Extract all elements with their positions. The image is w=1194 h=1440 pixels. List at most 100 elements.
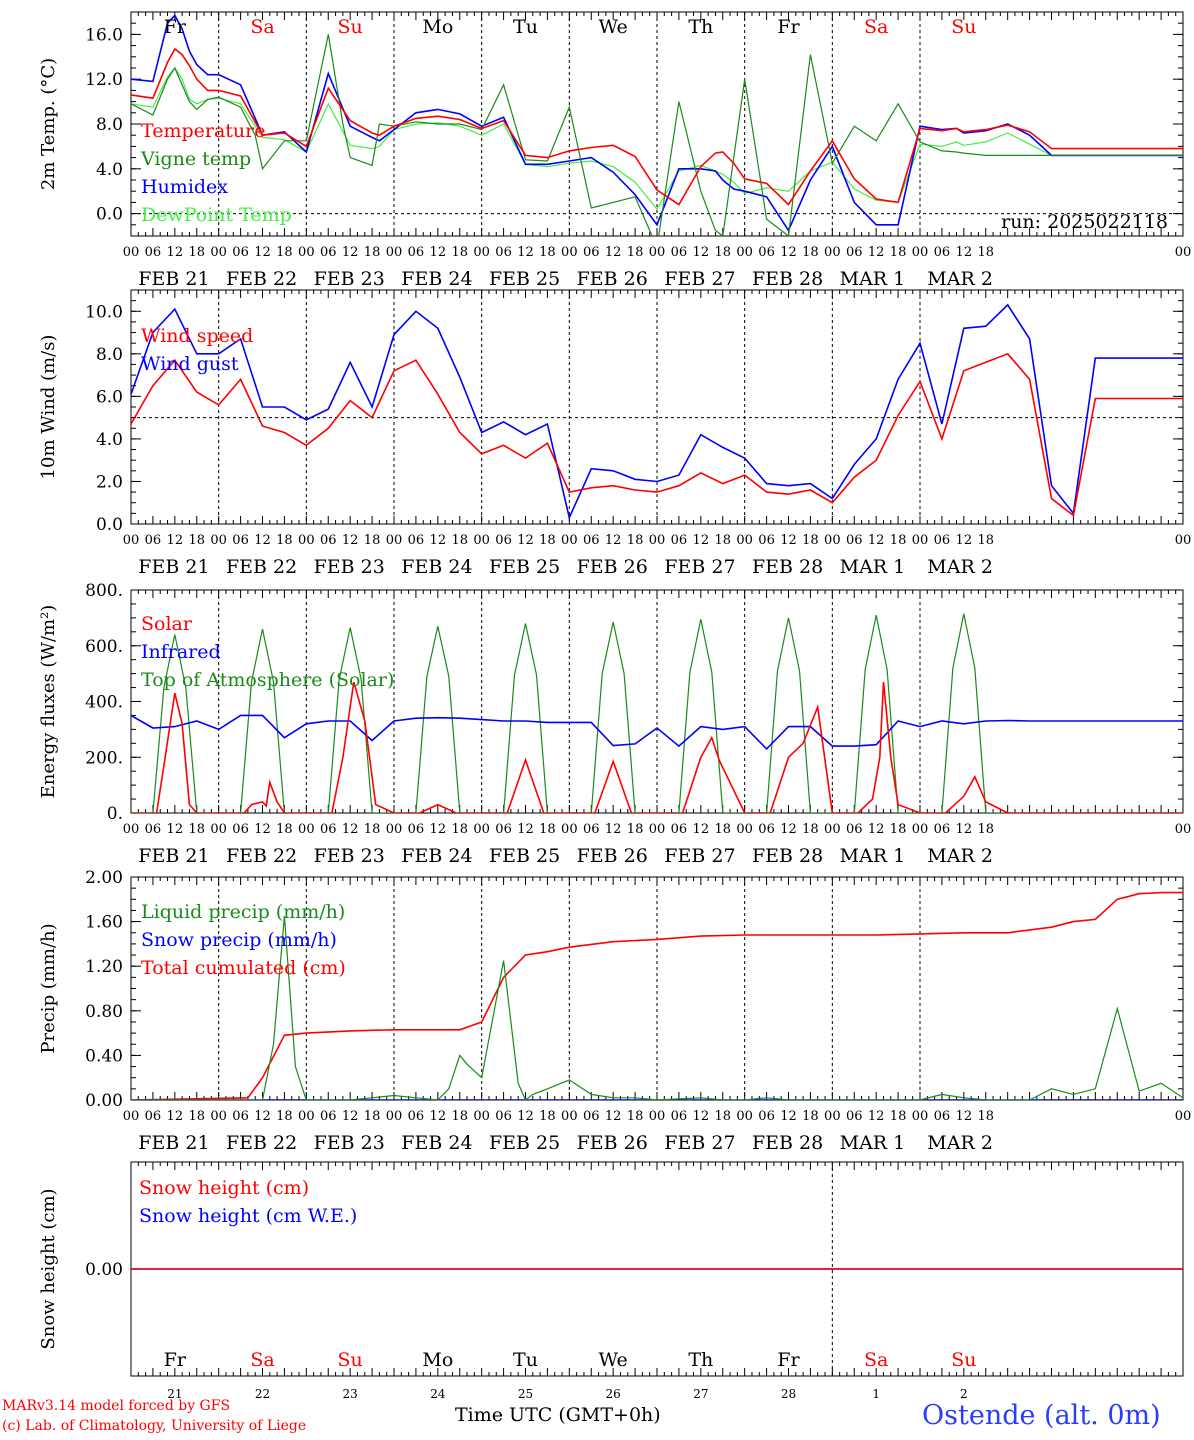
series-line-top-of-atmosphere-solar- [131, 613, 1183, 813]
legend-entry: Temperature [141, 120, 265, 142]
date-label: FEB 23 [314, 1132, 385, 1154]
hour-tick-label: 12 [430, 245, 447, 260]
series-line-solar [131, 681, 1183, 813]
date-label: FEB 23 [314, 556, 385, 578]
date-label: MAR 1 [840, 556, 906, 578]
hour-tick-label: 06 [145, 822, 162, 837]
hour-tick-label: 12 [430, 822, 447, 837]
legend-entry: DewPoint Temp [141, 204, 292, 226]
date-label: FEB 23 [314, 268, 385, 290]
day-name-bottom: Su [338, 1349, 363, 1371]
hour-tick-label: 18 [714, 1109, 731, 1124]
hour-tick-label: 12 [167, 822, 184, 837]
time-axis-label: Time UTC (GMT+0h) [455, 1404, 661, 1426]
hour-tick-label: 18 [276, 533, 293, 548]
hour-tick-label: 06 [846, 822, 863, 837]
date-label: FEB 21 [138, 268, 209, 290]
hour-tick-label: 06 [758, 1109, 775, 1124]
legend-entry: Snow height (cm W.E.) [139, 1205, 357, 1227]
hour-tick-label: 18 [714, 533, 731, 548]
hour-tick-label: 18 [977, 245, 994, 260]
date-label: MAR 1 [840, 1132, 906, 1154]
hour-tick-label: 06 [934, 245, 951, 260]
footer-model-line: MARv3.14 model forced by GFS [2, 1398, 231, 1414]
date-label: FEB 22 [226, 1132, 297, 1154]
hour-tick-label: 12 [780, 1109, 797, 1124]
day-number: 21 [167, 1387, 182, 1401]
hour-tick-label: 18 [627, 822, 644, 837]
y-tick-label: 6.0 [96, 387, 123, 407]
hour-tick-label: 00 [123, 245, 140, 260]
hour-tick-label: 18 [539, 245, 556, 260]
hour-tick-label: 00 [210, 1109, 227, 1124]
y-tick-label: 4.0 [96, 430, 123, 450]
hour-tick-label: 12 [430, 1109, 447, 1124]
y-tick-label: 4.0 [96, 160, 123, 180]
hour-tick-label: 18 [714, 822, 731, 837]
hour-tick-label: 18 [627, 1109, 644, 1124]
hour-tick-label: 00 [210, 533, 227, 548]
hour-tick-label: 12 [956, 245, 973, 260]
hour-tick-label: 06 [495, 533, 512, 548]
hour-tick-label: 12 [517, 245, 534, 260]
hour-tick-label: 06 [758, 245, 775, 260]
y-tick-label: 400. [85, 693, 123, 713]
series-line-vigne-temp [131, 34, 1183, 236]
date-label: FEB 21 [138, 1132, 209, 1154]
hour-tick-label: 18 [451, 1109, 468, 1124]
hour-tick-label: 00 [210, 245, 227, 260]
hour-tick-label: 00 [386, 533, 403, 548]
hour-tick-label: 18 [977, 822, 994, 837]
hour-tick-label: 12 [342, 533, 359, 548]
date-label: MAR 1 [840, 845, 906, 867]
day-name-top: Th [688, 16, 713, 38]
hour-tick-label: 18 [714, 245, 731, 260]
hour-tick-label: 18 [627, 245, 644, 260]
hour-tick-label: 06 [232, 245, 249, 260]
hour-tick-label: 18 [890, 245, 907, 260]
y-tick-label: 1.20 [85, 957, 123, 977]
hour-tick-label: 18 [802, 245, 819, 260]
hour-tick-label: 12 [605, 533, 622, 548]
footer-credit-line: (c) Lab. of Climatology, University of L… [2, 1418, 307, 1434]
hour-tick-label: 06 [145, 1109, 162, 1124]
day-number: 23 [343, 1387, 358, 1401]
day-name-bottom: Tu [513, 1349, 538, 1371]
hour-tick-label: 18 [977, 533, 994, 548]
hour-tick-label: 00 [1175, 245, 1192, 260]
y-tick-label: 16.0 [85, 25, 123, 45]
date-label: FEB 27 [664, 268, 735, 290]
date-label: FEB 25 [489, 268, 560, 290]
hour-tick-label: 12 [956, 1109, 973, 1124]
hour-tick-label: 12 [780, 822, 797, 837]
date-label: MAR 2 [927, 556, 993, 578]
hour-tick-label: 00 [1175, 1109, 1192, 1124]
day-name-top: Fr [164, 16, 187, 38]
hour-tick-label: 06 [320, 245, 337, 260]
series-line-temperature [131, 47, 1183, 206]
hour-tick-label: 06 [320, 822, 337, 837]
hour-tick-label: 12 [868, 245, 885, 260]
hour-tick-label: 06 [758, 533, 775, 548]
legend-entry: Vigne temp [140, 148, 251, 170]
hour-tick-label: 06 [846, 533, 863, 548]
hour-tick-label: 00 [649, 822, 666, 837]
hour-tick-label: 18 [977, 1109, 994, 1124]
hour-tick-label: 06 [583, 245, 600, 260]
day-number: 22 [255, 1387, 270, 1401]
hour-tick-label: 12 [693, 245, 710, 260]
date-label: FEB 26 [577, 556, 648, 578]
hour-tick-label: 12 [517, 822, 534, 837]
hour-tick-label: 18 [890, 533, 907, 548]
hour-tick-label: 18 [890, 822, 907, 837]
hour-tick-label: 06 [583, 822, 600, 837]
series-line-wind-speed [131, 352, 1183, 517]
day-name-top: Fr [777, 16, 800, 38]
day-name-bottom: Sa [250, 1349, 274, 1371]
date-label: FEB 28 [752, 845, 823, 867]
legend-entry: Snow precip (mm/h) [141, 929, 337, 951]
date-label: FEB 26 [577, 1132, 648, 1154]
hour-tick-label: 00 [386, 245, 403, 260]
hour-tick-label: 00 [1175, 822, 1192, 837]
